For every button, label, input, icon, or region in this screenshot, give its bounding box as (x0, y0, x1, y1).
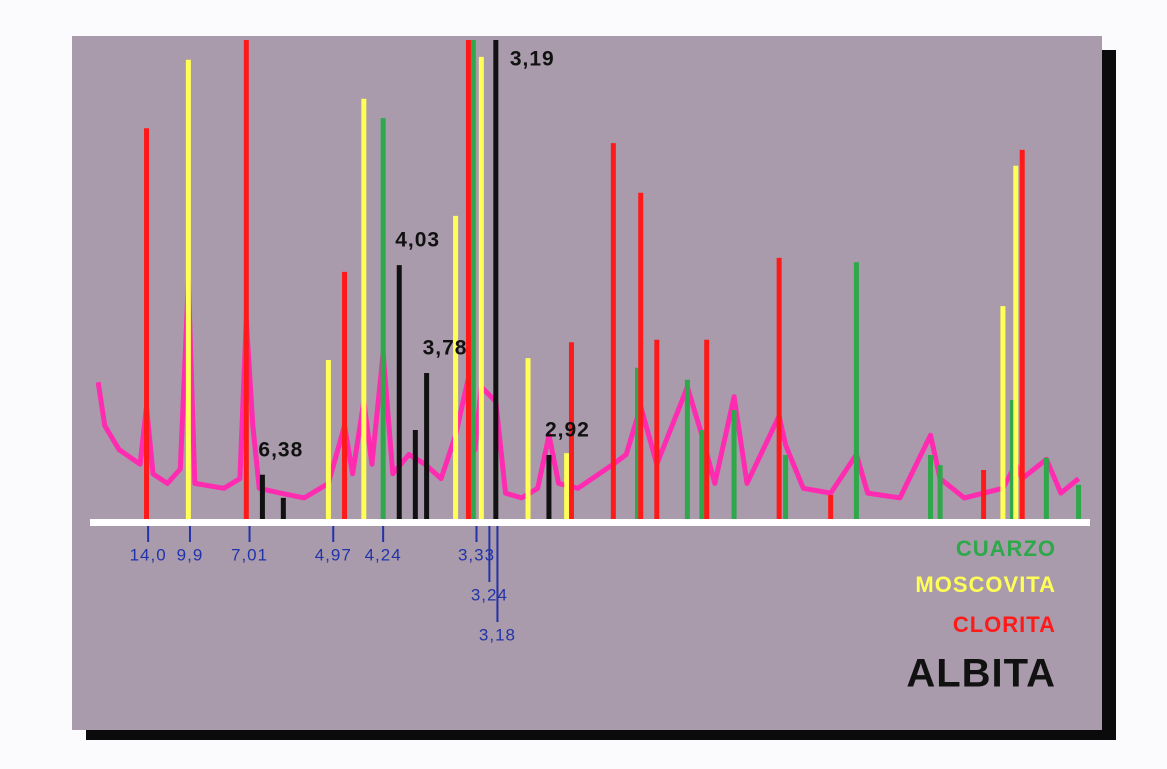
legend-entry: CUARZO (956, 536, 1056, 561)
baseline (90, 519, 1090, 526)
peak-label: 4,03 (395, 229, 440, 252)
legend-entry: ALBITA (906, 652, 1056, 696)
x-tick-label: 3,18 (479, 625, 516, 644)
x-tick-label: 4,24 (365, 545, 402, 564)
peak-label: 3,19 (510, 48, 555, 71)
legend: CUARZO MOSCOVITA CLORITA ALBITA (906, 536, 1056, 696)
legend-entry: MOSCOVITA (915, 572, 1056, 597)
x-tick-label: 3,24 (471, 585, 508, 604)
diffraction-trace (95, 278, 1081, 501)
x-tick-label: 9,9 (177, 545, 204, 564)
x-tick-label: 14,0 (130, 545, 167, 564)
peak-label: 3,78 (423, 337, 468, 360)
plot-area: 6,38 4,03 3,78 3,19 2,92 (95, 40, 1082, 522)
x-tick-label: 3,33 (458, 545, 495, 564)
peak-label: 6,38 (258, 438, 303, 461)
x-axis: 14,0 9,9 7,01 4,97 4,24 3,33 3,24 3,18 (130, 526, 516, 644)
panel (72, 36, 1102, 730)
x-tick-label: 7,01 (231, 545, 268, 564)
legend-entry: CLORITA (953, 612, 1056, 637)
x-tick-label: 4,97 (315, 545, 352, 564)
peak-label: 2,92 (545, 419, 590, 442)
